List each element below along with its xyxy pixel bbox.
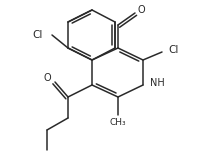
Text: O: O <box>43 73 51 83</box>
Text: O: O <box>138 5 146 15</box>
Text: CH₃: CH₃ <box>110 118 126 127</box>
Text: Cl: Cl <box>33 30 43 40</box>
Text: NH: NH <box>150 78 165 88</box>
Text: Cl: Cl <box>168 45 178 55</box>
